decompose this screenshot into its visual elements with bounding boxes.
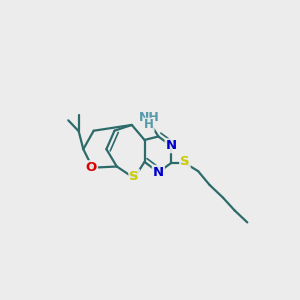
Text: N: N (166, 139, 177, 152)
Text: O: O (86, 161, 97, 174)
Text: NH: NH (139, 111, 160, 124)
Text: S: S (129, 170, 139, 183)
Text: S: S (180, 155, 190, 168)
Text: N: N (153, 166, 164, 179)
Text: H: H (144, 118, 154, 131)
